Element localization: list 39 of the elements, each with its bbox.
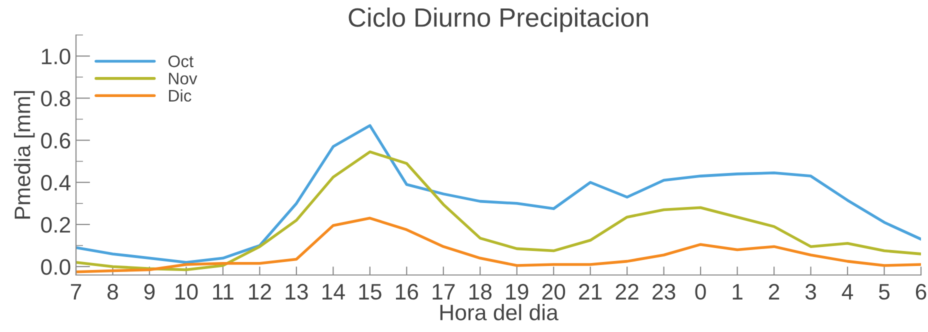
x-tick-label: 18 — [469, 284, 492, 300]
x-tick-label: 9 — [144, 284, 155, 300]
x-tick-label: 3 — [805, 284, 816, 300]
y-tick-label: 0.4 — [41, 174, 70, 191]
y-tick-label: 1.0 — [42, 48, 70, 64]
x-tick-label: 6 — [916, 284, 926, 300]
y-tick-label: 0.6 — [41, 132, 70, 149]
legend-label: Oct — [168, 55, 194, 68]
x-tick-label: 1 — [732, 284, 742, 300]
x-tick-label: 11 — [213, 284, 234, 300]
x-tick-label: 7 — [70, 284, 82, 300]
x-tick-label: 2 — [768, 284, 780, 300]
x-tick-label: 0 — [695, 284, 706, 300]
x-tick-label: 14 — [322, 284, 345, 300]
x-tick-label: 12 — [249, 284, 271, 300]
x-axis-title: Hora del dia — [440, 304, 558, 320]
x-tick-label: 15 — [359, 284, 382, 300]
x-tick-label: 20 — [542, 284, 566, 300]
x-tick-label: 19 — [506, 284, 528, 300]
line-series — [76, 216, 921, 274]
x-tick-label: 8 — [108, 284, 118, 300]
legend-label: Nov — [169, 72, 198, 84]
y-tick-label: 0.8 — [41, 90, 70, 106]
x-tick-label: 13 — [286, 284, 308, 300]
x-tick-label: 17 — [432, 284, 455, 300]
x-tick-label: 4 — [842, 284, 854, 300]
chart-title: Ciclo Diurno Precipitacion — [348, 8, 648, 32]
x-tick-label: 21 — [579, 284, 602, 300]
x-tick-label: 16 — [396, 284, 418, 300]
line-series — [76, 150, 921, 272]
y-axis-title: Pmedia [mm] — [14, 91, 35, 219]
legend-label: Dic — [169, 89, 192, 102]
line-series — [76, 124, 921, 264]
x-tick-label: 10 — [176, 284, 198, 300]
y-tick-label: 0.2 — [41, 217, 70, 233]
y-tick-label: 0.0 — [41, 259, 70, 275]
x-tick-label: 22 — [616, 284, 638, 300]
x-tick-label: 23 — [652, 284, 676, 300]
x-tick-label: 5 — [878, 284, 890, 300]
